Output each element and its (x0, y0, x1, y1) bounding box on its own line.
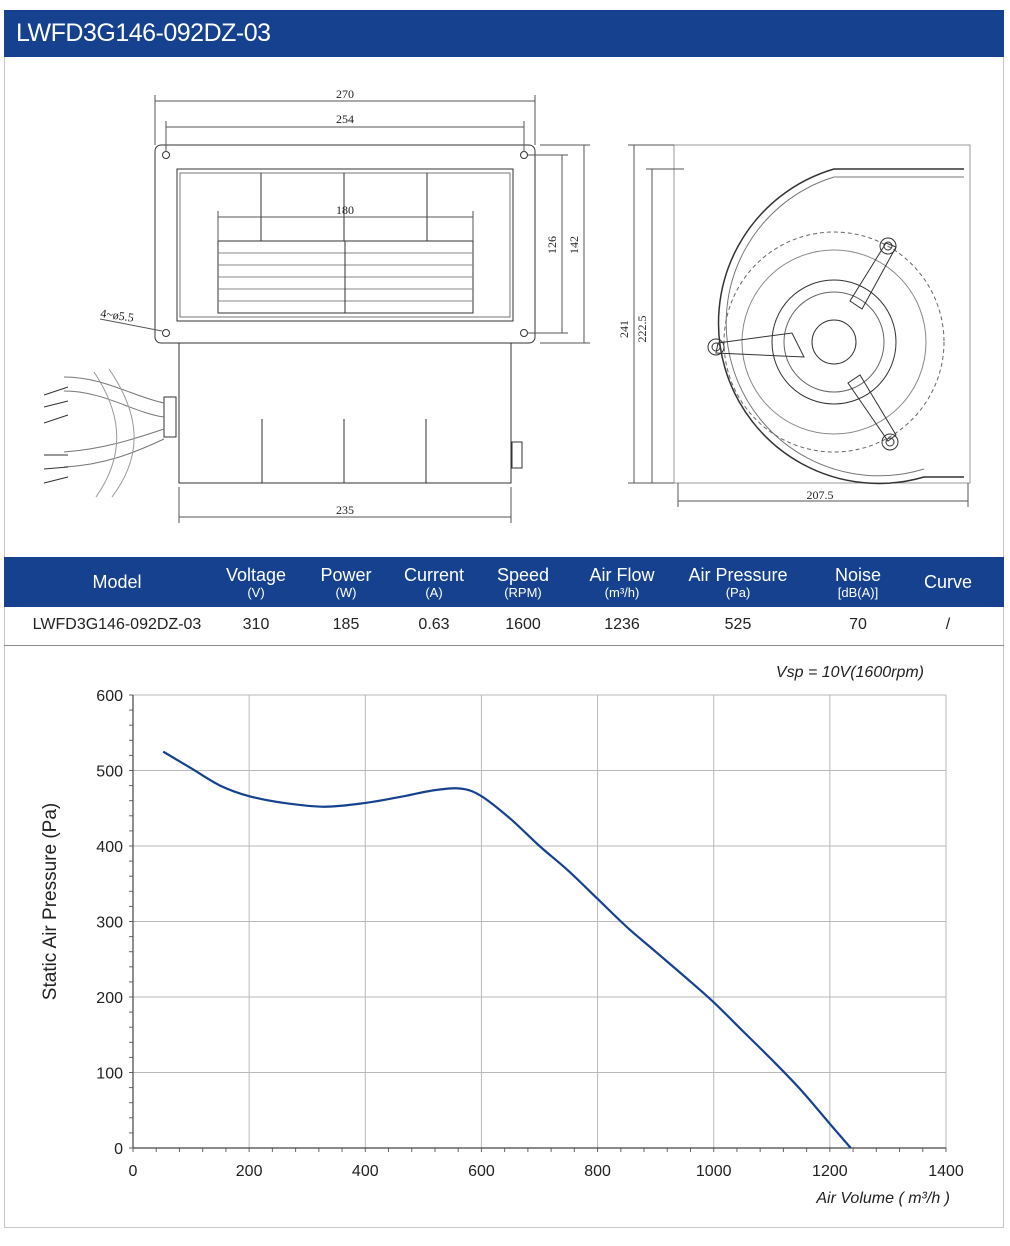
header-label: Air Pressure (688, 564, 788, 585)
dim-180: 180 (336, 203, 354, 217)
side-view (628, 144, 971, 507)
dim-254: 254 (336, 112, 354, 126)
y-tick-label: 500 (96, 764, 123, 781)
dim-207-5: 207.5 (807, 488, 834, 502)
header-label: Power (320, 564, 372, 585)
header-air-flow: Air Flow (m³/h) (568, 557, 676, 607)
header-label: Curve (923, 572, 972, 592)
series-line (162, 750, 852, 1149)
cell-curve: / (945, 616, 951, 633)
header-label: Speed (496, 564, 550, 585)
y-tick-label: 200 (96, 990, 123, 1007)
header-label: Model (92, 572, 142, 592)
header-unit: (A) (425, 584, 443, 600)
dim-241: 241 (617, 320, 631, 338)
cell-air-pressure: 525 (724, 616, 752, 633)
dim-235: 235 (336, 503, 354, 517)
dim-hole: 4~ø5.5 (100, 306, 135, 325)
dim-126: 126 (545, 236, 559, 254)
cell-power: 185 (332, 616, 360, 633)
title-bar: LWFD3G146-092DZ-03 (4, 10, 1004, 57)
y-tick-label: 300 (96, 915, 123, 932)
y-tick-label: 0 (114, 1141, 123, 1158)
header-power: Power (W) (302, 557, 390, 607)
header-unit: (RPM) (504, 584, 542, 600)
dim-222-5: 222.5 (635, 316, 649, 343)
performance-chart: Vsp = 10V(1600rpm) Static Air Pressure (… (40, 664, 964, 1207)
header-unit: (m³/h) (604, 584, 640, 600)
cell-voltage: 310 (242, 616, 270, 633)
dim-270: 270 (336, 87, 354, 101)
x-tick-label: 1000 (696, 1163, 732, 1180)
x-tick-label: 1400 (928, 1163, 964, 1180)
cell-current: 0.63 (418, 616, 450, 633)
cell-speed: 1600 (505, 616, 541, 633)
header-label: Noise (834, 564, 882, 585)
header-air-pressure: Air Pressure (Pa) (676, 557, 800, 607)
x-tick-label: 1200 (812, 1163, 848, 1180)
y-tick-label: 600 (96, 688, 123, 705)
header-label: Current (403, 564, 465, 585)
chart-annotation: Vsp = 10V(1600rpm) (776, 664, 924, 681)
header-current: Current (A) (390, 557, 478, 607)
header-voltage: Voltage (V) (210, 557, 302, 607)
header-noise: Noise [dB(A)] (800, 557, 916, 607)
x-axis-label: Air Volume ( m³/h ) (815, 1190, 950, 1207)
header-model: Model (4, 557, 230, 607)
header-curve: Curve (904, 557, 992, 607)
x-tick-label: 0 (129, 1163, 138, 1180)
header-unit: (W) (335, 584, 357, 600)
spec-table-row: LWFD3G146-092DZ-03 310 185 0.63 1600 123… (4, 607, 1004, 646)
cell-noise: 70 (849, 616, 867, 633)
x-tick-label: 400 (352, 1163, 379, 1180)
x-tick-label: 600 (468, 1163, 495, 1180)
cell-model: LWFD3G146-092DZ-03 (32, 616, 202, 633)
x-tick-label: 800 (584, 1163, 611, 1180)
technical-drawing: 270 254 180 126 142 4~ø5.5 235 241 222.5… (43, 87, 971, 523)
y-tick-label: 100 (96, 1066, 123, 1083)
header-unit: (Pa) (725, 584, 751, 600)
spec-table-header: Model Voltage (V) Power (W) Current (A) … (4, 557, 1004, 607)
grid-lines (133, 694, 947, 1148)
y-tick-label: 400 (96, 839, 123, 856)
header-unit: (V) (247, 584, 265, 600)
header-label: Air Flow (589, 564, 655, 585)
cell-air-flow: 1236 (604, 616, 640, 633)
dim-142: 142 (567, 236, 581, 254)
page-title: LWFD3G146-092DZ-03 (16, 19, 271, 47)
x-tick-label: 200 (236, 1163, 263, 1180)
front-view (43, 95, 590, 523)
header-unit: [dB(A)] (837, 584, 879, 600)
header-speed: Speed (RPM) (478, 557, 568, 607)
y-axis-label: Static Air Pressure (Pa) (40, 803, 61, 1000)
header-label: Voltage (225, 564, 287, 585)
